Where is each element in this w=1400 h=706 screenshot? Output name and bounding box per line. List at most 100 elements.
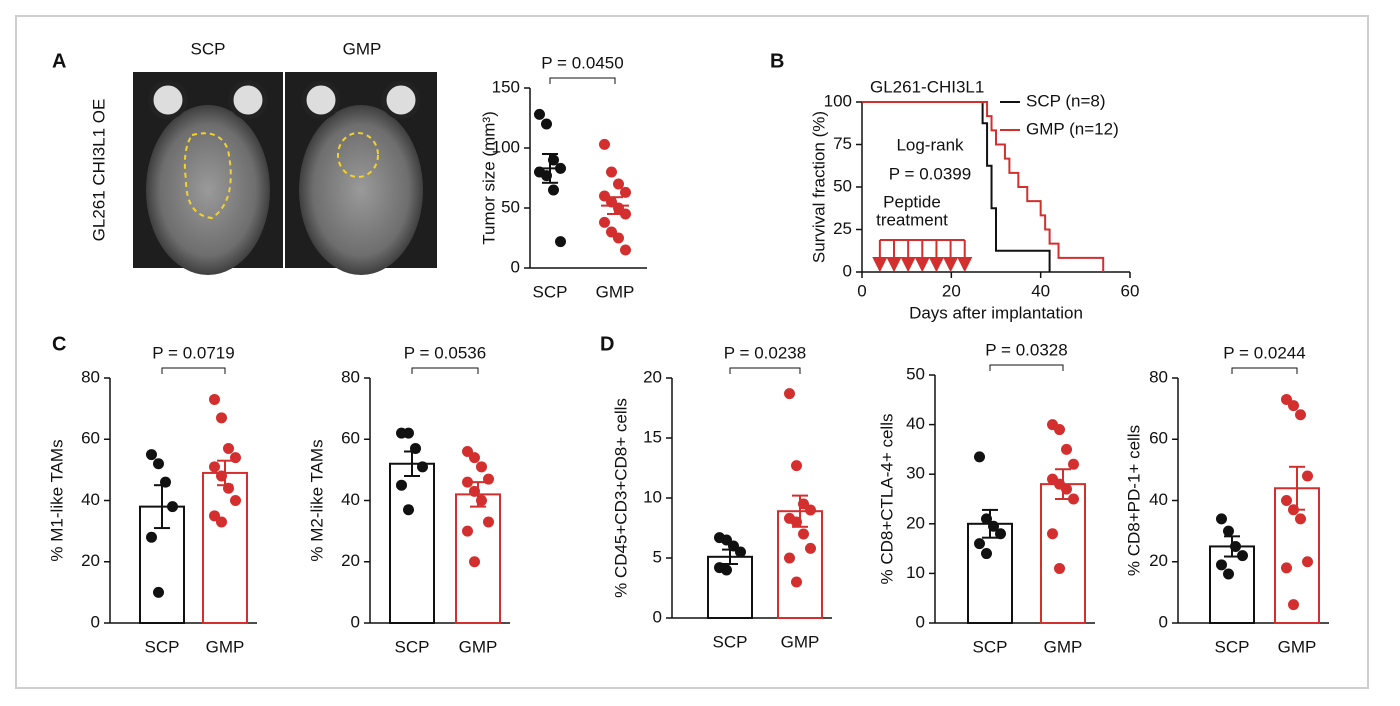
x-tick-label: GMP [1044,637,1083,656]
y-tick-label: 40 [1149,490,1168,509]
y-tick-label: 0 [653,607,662,626]
data-point [981,548,992,560]
y-tick-label: 100 [824,91,852,110]
data-point [995,528,1006,540]
p-bracket [411,367,479,374]
data-point [209,393,220,405]
y-tick-label: 40 [81,490,100,509]
p-value: P = 0.0238 [724,343,806,362]
x-tick-label: 40 [1031,281,1050,300]
data-point [153,458,164,470]
treatment-arrow [886,240,902,273]
p-bracket [729,367,801,374]
data-point [974,451,985,463]
annotation: P = 0.0399 [889,164,971,183]
data-point [555,236,566,248]
data-point [784,388,795,400]
legend-label: GMP (n=12) [1026,119,1119,138]
data-point [1295,409,1306,421]
data-point [223,482,234,494]
p-bracket [161,367,226,374]
x-tick-label: SCP [713,632,748,651]
p-value: P = 0.0450 [541,53,623,72]
data-point [555,162,566,174]
data-point [1288,400,1299,412]
annotation: Peptide [883,192,941,211]
data-point [476,461,487,473]
p-value: P = 0.0328 [985,340,1067,359]
data-point [606,166,617,178]
y-tick-label: 25 [833,219,852,238]
y-tick-label: 50 [833,176,852,195]
panel-label: A [52,50,66,72]
y-tick-label: 20 [341,551,360,570]
y-tick-label: 50 [501,197,520,216]
x-axis-label: Days after implantation [909,303,1083,322]
data-point [620,186,631,198]
data-point [410,442,421,454]
data-point [469,452,480,464]
survival-line [862,101,1051,272]
data-point [599,216,610,228]
y-tick-label: 15 [643,427,662,446]
x-tick-label: SCP [533,282,568,301]
data-point [462,476,473,488]
data-point [735,546,746,558]
data-point [1237,550,1248,562]
y-axis-label: % CD8+PD-1+ cells [1124,425,1143,576]
y-tick-label: 100 [492,137,520,156]
y-axis-label: Tumor size (mm³) [479,111,498,244]
data-point [974,538,985,550]
data-point [1068,458,1079,470]
p-value: P = 0.0719 [152,343,234,362]
p-bracket [1231,367,1298,374]
data-point [548,184,559,196]
data-point [216,516,227,528]
data-point [784,552,795,564]
data-point [791,576,802,588]
data-point [216,470,227,482]
data-point [230,495,241,506]
data-point [209,461,220,473]
image-label: SCP [191,39,226,58]
y-axis-label: % CD8+CTLA-4+ cells [877,413,896,584]
x-tick-label: SCP [1215,637,1250,656]
annotation: treatment [876,210,948,229]
data-point [1223,525,1234,537]
y-tick-label: 40 [341,490,360,509]
data-point [721,564,732,576]
x-tick-label: SCP [395,637,430,656]
y-tick-label: 0 [511,257,520,276]
data-point [613,232,624,244]
data-point [483,516,494,528]
data-point [541,118,552,130]
data-point [1281,562,1292,574]
data-point [469,556,480,568]
data-point [403,427,414,439]
data-point [805,542,816,554]
data-point [146,531,157,543]
data-point [534,108,545,120]
p-bracket [549,77,616,84]
x-tick-label: GMP [1278,637,1317,656]
data-point [599,138,610,150]
y-tick-label: 80 [1149,367,1168,386]
y-tick-label: 10 [906,563,925,582]
panel-label: D [600,333,614,355]
x-tick-label: 0 [857,281,866,300]
image-ylabel: GL261 CHI3L1 OE [89,99,108,242]
data-point [981,513,992,525]
y-axis-label: % M1-like TAMs [47,439,66,561]
data-point [462,525,473,537]
data-point [791,516,802,528]
y-tick-label: 60 [81,429,100,448]
x-tick-label: 20 [942,281,961,300]
data-point [1302,470,1313,482]
data-point [1216,559,1227,571]
data-point [1054,424,1065,436]
panel-label: C [52,333,66,355]
y-tick-label: 80 [81,367,100,386]
y-tick-label: 0 [91,612,100,631]
data-point [1281,495,1292,506]
